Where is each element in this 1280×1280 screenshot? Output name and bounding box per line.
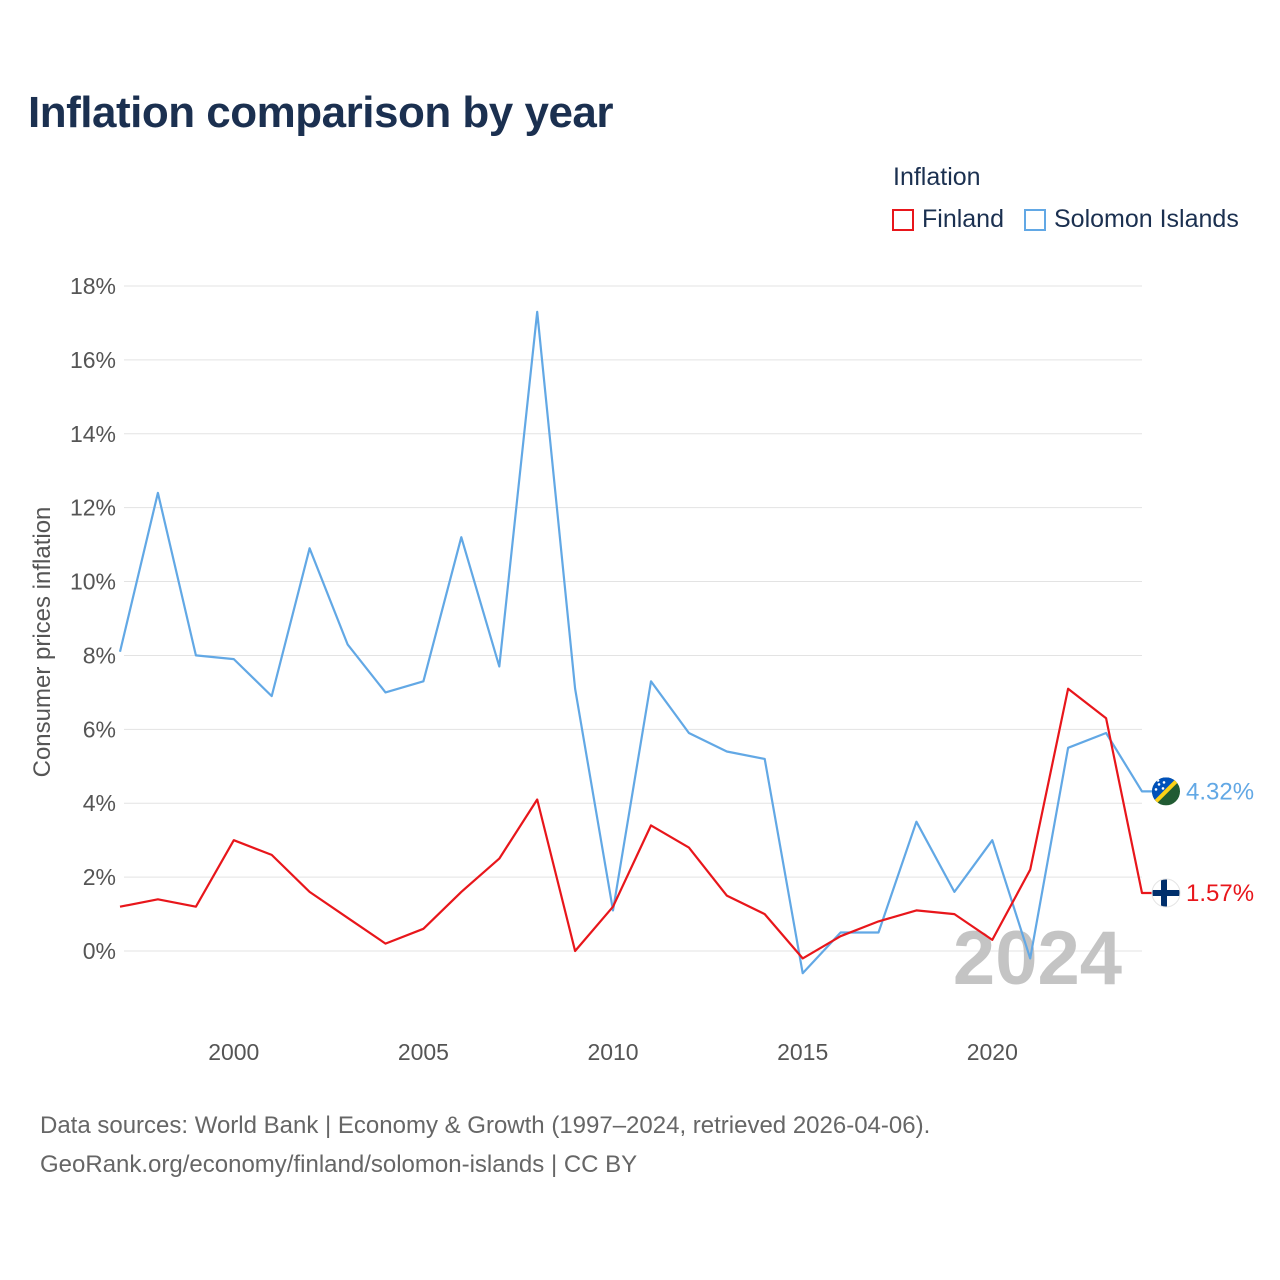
series-lines	[118, 310, 1152, 975]
y-axis-title: Consumer prices inflation	[29, 507, 56, 778]
legend-title: Inflation	[893, 163, 981, 191]
y-tick-label: 4%	[83, 790, 116, 816]
chart-title: Inflation comparison by year	[28, 88, 614, 137]
y-tick-label: 6%	[83, 716, 116, 742]
legend-label-solomon-islands: Solomon Islands	[1054, 205, 1239, 233]
y-tick-label: 2%	[83, 864, 116, 890]
footer: Data sources: World Bank | Economy & Gro…	[40, 1106, 930, 1184]
footer-link[interactable]: GeoRank.org/economy/finland/solomon-isla…	[40, 1151, 638, 1178]
legend: Finland Solomon Islands	[892, 205, 1239, 234]
year-watermark: 2024	[953, 916, 1122, 1001]
y-tick-label: 8%	[83, 642, 116, 668]
end-label-finland: 1.57%	[1186, 880, 1254, 907]
series-line-solomon-islands[interactable]	[118, 310, 1152, 975]
y-tick-label: 12%	[70, 495, 116, 521]
legend-item-solomon-islands[interactable]: Solomon Islands	[1024, 205, 1239, 234]
y-tick-label: 14%	[70, 421, 116, 447]
end-labels: 4.32% 1.57%	[1151, 777, 1254, 908]
y-axis-ticks: 0% 2% 4% 6% 8% 10% 12% 14% 16% 18%	[70, 273, 116, 964]
grid-lines	[124, 285, 1142, 952]
x-axis-ticks: 2000 2005 2010 2015 2020	[208, 1039, 1018, 1065]
x-tick-label: 2000	[208, 1039, 259, 1065]
footer-source: Data sources: World Bank | Economy & Gro…	[40, 1112, 931, 1139]
x-tick-label: 2010	[587, 1039, 638, 1065]
finland-flag-icon	[1151, 878, 1181, 908]
end-label-solomon-islands: 4.32%	[1186, 778, 1254, 805]
legend-label-finland: Finland	[922, 205, 1004, 233]
legend-item-finland[interactable]: Finland	[892, 205, 1004, 234]
y-tick-label: 16%	[70, 347, 116, 373]
legend-swatch-finland	[892, 208, 914, 231]
x-tick-label: 2015	[777, 1039, 828, 1065]
y-tick-label: 18%	[70, 273, 116, 299]
x-tick-label: 2005	[398, 1039, 449, 1065]
y-tick-label: 0%	[83, 938, 116, 964]
legend-swatch-solomon-islands	[1024, 208, 1046, 231]
y-tick-label: 10%	[70, 569, 116, 595]
x-tick-label: 2020	[967, 1039, 1018, 1065]
solomon-islands-flag-icon	[1152, 777, 1180, 806]
series-line-finland[interactable]	[119, 687, 1152, 960]
